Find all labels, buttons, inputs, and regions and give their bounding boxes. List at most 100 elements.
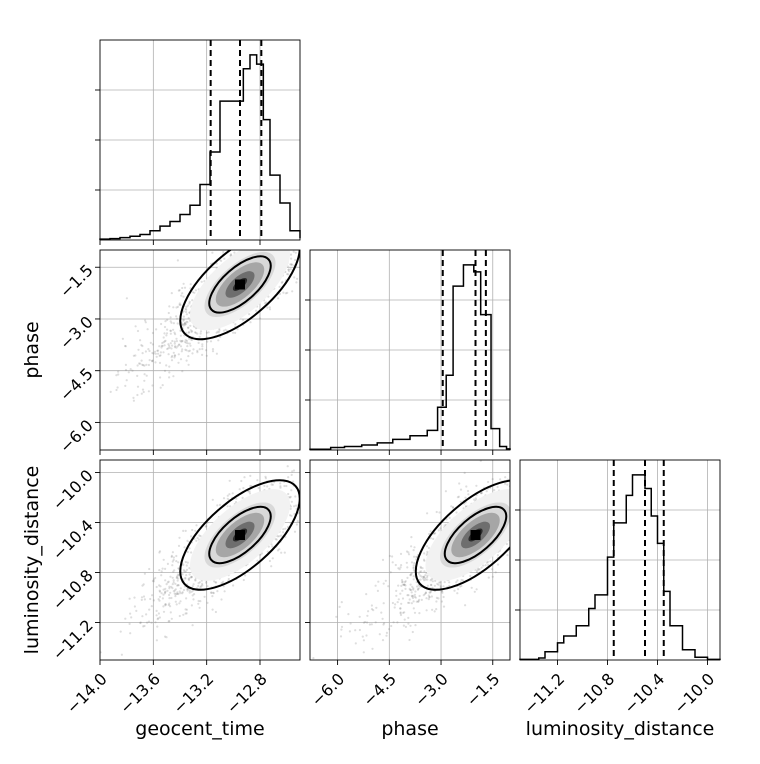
sample-point bbox=[190, 575, 193, 579]
sample-point bbox=[302, 489, 304, 491]
sample-point bbox=[399, 607, 402, 610]
sample-point bbox=[214, 581, 217, 584]
sample-point bbox=[526, 513, 528, 515]
sample-point bbox=[438, 511, 441, 514]
sample-point bbox=[383, 622, 386, 625]
sample-point bbox=[382, 602, 385, 605]
contour-line bbox=[443, 505, 508, 565]
sample-point bbox=[273, 235, 275, 237]
sample-point bbox=[460, 578, 463, 582]
sample-point bbox=[144, 321, 147, 324]
sample-point bbox=[292, 469, 296, 472]
sample-point bbox=[525, 522, 527, 524]
sample-point bbox=[281, 221, 283, 223]
sample-point bbox=[132, 396, 135, 399]
sample-point bbox=[255, 245, 257, 247]
sample-point bbox=[194, 289, 197, 292]
sample-point bbox=[206, 340, 209, 343]
sample-point bbox=[289, 505, 292, 508]
sample-point bbox=[151, 579, 154, 583]
sample-point bbox=[168, 365, 171, 368]
x-axis-title-geocent_time: geocent_time bbox=[135, 718, 264, 740]
sample-point bbox=[211, 350, 215, 353]
sample-point bbox=[173, 589, 176, 592]
sample-point bbox=[282, 291, 285, 294]
sample-point bbox=[173, 346, 177, 349]
sample-point bbox=[197, 582, 200, 585]
sample-point bbox=[201, 343, 204, 346]
sample-point bbox=[161, 341, 164, 345]
sample-point bbox=[515, 506, 517, 508]
sample-point bbox=[289, 507, 292, 510]
sample-point bbox=[159, 354, 162, 357]
density-peak bbox=[470, 530, 481, 540]
sample-point bbox=[142, 390, 145, 394]
sample-point bbox=[418, 598, 421, 602]
sample-point bbox=[302, 484, 304, 486]
sample-point bbox=[401, 581, 404, 584]
sample-point bbox=[128, 622, 131, 626]
sample-point bbox=[176, 584, 179, 587]
sample-point bbox=[191, 624, 194, 627]
sample-point bbox=[174, 333, 177, 336]
sample-point bbox=[167, 311, 170, 315]
sample-point bbox=[415, 555, 418, 559]
sample-point bbox=[517, 532, 519, 534]
sample-point bbox=[163, 369, 167, 372]
sample-point bbox=[162, 593, 165, 596]
sample-point bbox=[169, 316, 172, 319]
sample-point bbox=[296, 277, 299, 280]
sample-point bbox=[516, 495, 518, 497]
sample-point bbox=[192, 348, 195, 351]
sample-point bbox=[164, 579, 167, 582]
sample-point bbox=[168, 376, 171, 379]
sample-point bbox=[510, 502, 512, 504]
sample-point bbox=[496, 485, 499, 489]
sample-point bbox=[511, 516, 513, 518]
sample-point bbox=[142, 364, 145, 367]
x-axis-title-luminosity_distance: luminosity_distance bbox=[526, 718, 715, 740]
sample-point bbox=[381, 639, 385, 642]
sample-point bbox=[169, 329, 172, 332]
sample-point bbox=[198, 348, 201, 351]
panel-frame bbox=[99, 459, 301, 661]
sample-point bbox=[143, 364, 146, 367]
sample-point bbox=[134, 354, 137, 357]
sample-point bbox=[209, 340, 213, 343]
sample-point bbox=[205, 349, 208, 352]
sample-point bbox=[414, 624, 417, 627]
sample-point bbox=[257, 486, 260, 490]
sample-point bbox=[188, 300, 191, 303]
pair-panel-geocent_time-phase bbox=[95, 221, 301, 455]
sample-point bbox=[528, 500, 530, 502]
sample-point bbox=[181, 348, 184, 351]
sample-point bbox=[362, 651, 365, 654]
sample-point bbox=[408, 601, 411, 605]
sample-point bbox=[431, 586, 434, 589]
sample-point bbox=[293, 236, 295, 238]
sample-point bbox=[291, 470, 294, 473]
sample-point bbox=[152, 599, 155, 602]
sample-point bbox=[151, 331, 154, 335]
sample-point bbox=[155, 609, 158, 613]
sample-point bbox=[136, 385, 140, 388]
sample-point bbox=[477, 568, 480, 571]
sample-point bbox=[184, 577, 187, 580]
sample-point bbox=[210, 591, 213, 595]
sample-point bbox=[188, 573, 191, 576]
sample-point bbox=[143, 572, 146, 575]
sample-point bbox=[185, 341, 188, 344]
sample-point bbox=[147, 390, 150, 393]
sample-point bbox=[226, 497, 229, 500]
sample-point bbox=[512, 518, 514, 520]
sample-point bbox=[282, 528, 285, 531]
sample-point bbox=[510, 539, 512, 541]
y-tick-label-luminosity_distance: −11.2 bbox=[49, 616, 97, 664]
sample-point bbox=[491, 568, 494, 571]
sample-point bbox=[229, 505, 232, 508]
sample-point bbox=[511, 534, 513, 536]
sample-point bbox=[147, 620, 151, 623]
sample-point bbox=[358, 628, 361, 632]
sample-point bbox=[436, 582, 439, 586]
sample-point bbox=[249, 474, 252, 477]
